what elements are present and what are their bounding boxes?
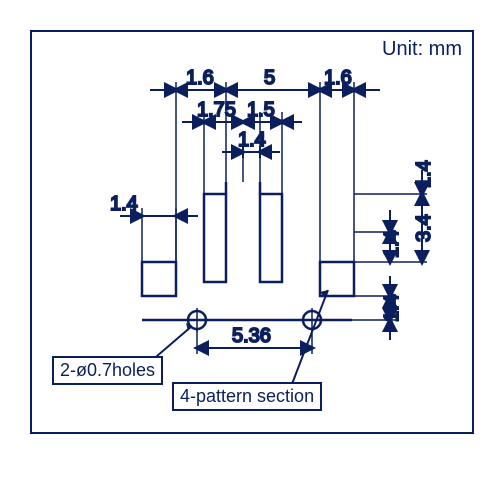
dim-1.4-top: 1.4 xyxy=(238,129,266,151)
callout-pattern: 4-pattern section xyxy=(172,382,322,411)
dim-5.36: 5.36 xyxy=(232,325,271,347)
dim-r-1.4a: 1.4 xyxy=(413,160,435,188)
dim-1.6-left: 1.6 xyxy=(186,67,214,89)
dim-1.4-left: 1.4 xyxy=(110,193,138,215)
dim-1.5: 1.5 xyxy=(247,99,275,121)
leader-pattern xyxy=(292,290,328,384)
dim-r-3.4: 3.4 xyxy=(413,214,435,242)
dim-r-1.4c: 1.4 xyxy=(381,294,403,322)
dim-left-14 xyxy=(120,208,198,264)
dim-5: 5 xyxy=(264,67,275,89)
dim-1.75: 1.75 xyxy=(197,99,236,121)
callout-holes: 2-ø0.7holes xyxy=(52,356,163,385)
dim-r-1.4b: 1.4 xyxy=(381,230,403,258)
drawing-frame: Unit: mm xyxy=(30,30,474,434)
part-outline xyxy=(142,182,354,332)
dim-1.6-right: 1.6 xyxy=(324,67,352,89)
